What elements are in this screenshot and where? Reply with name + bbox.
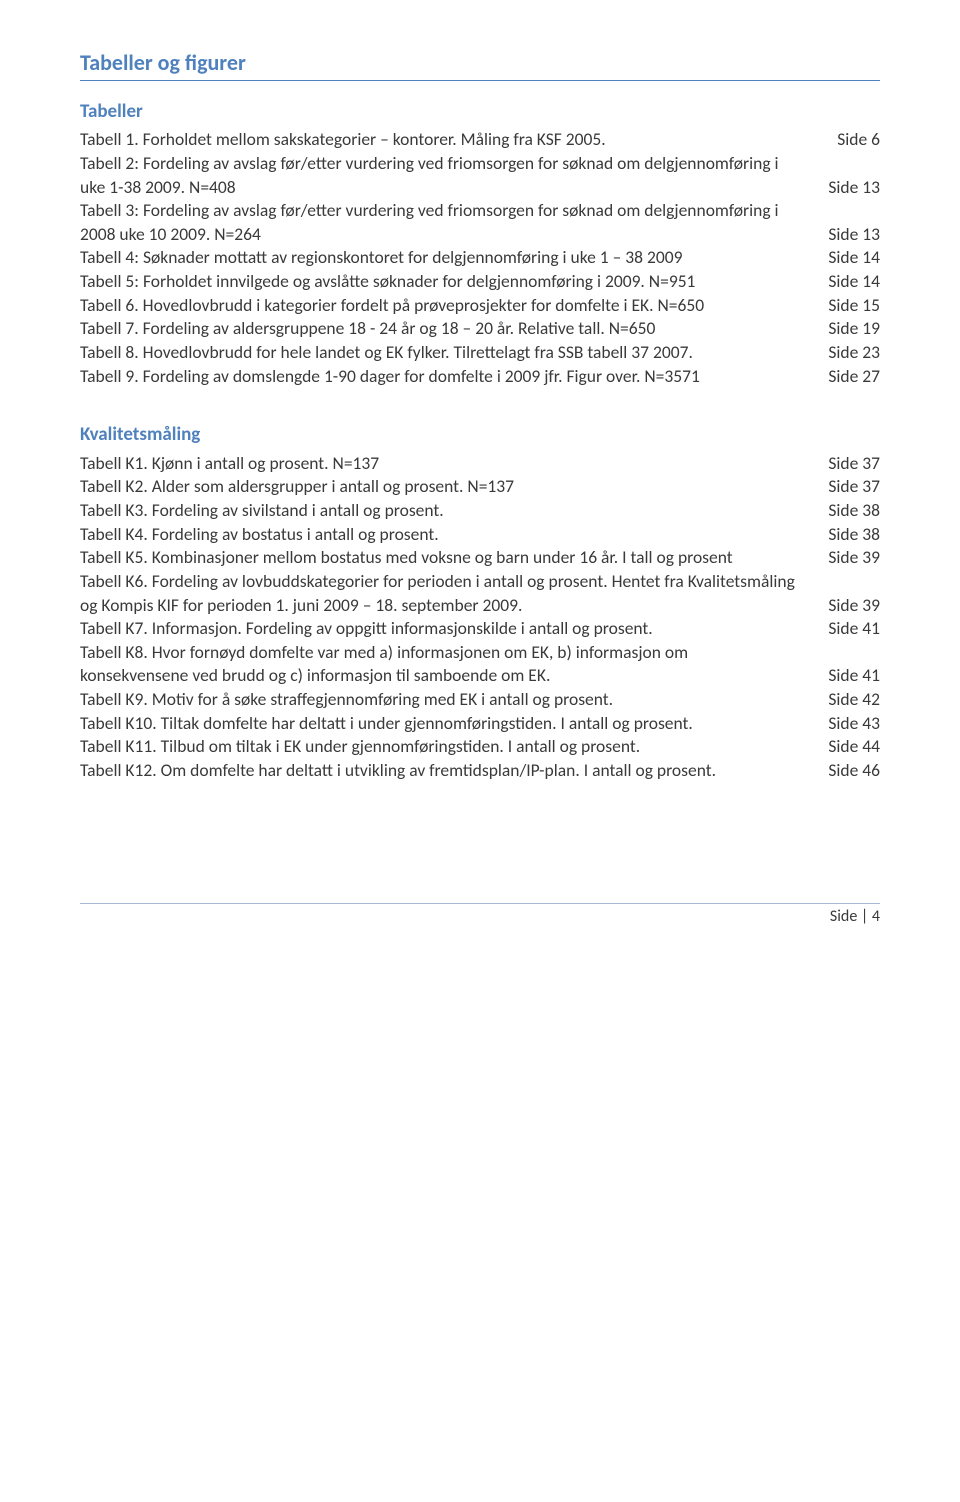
toc-entry: Tabell 1. Forholdet mellom sakskategorie… <box>80 128 880 152</box>
toc-entry: Tabell K9. Motiv for å søke straffegjenn… <box>80 688 880 712</box>
toc-entry: Tabell K4. Fordeling av bostatus i antal… <box>80 523 880 547</box>
toc-entry: Tabell 2: Fordeling av avslag før/etter … <box>80 152 880 199</box>
toc-entry: Tabell K10. Tiltak domfelte har deltatt … <box>80 712 880 736</box>
toc-entry-text: Tabell K12. Om domfelte har deltatt i ut… <box>80 759 828 783</box>
toc-entry-page: Side 38 <box>828 499 880 523</box>
toc-entry: Tabell K12. Om domfelte har deltatt i ut… <box>80 759 880 783</box>
toc-entry: Tabell 6. Hovedlovbrudd i kategorier for… <box>80 294 880 318</box>
toc-entry-text: Tabell K4. Fordeling av bostatus i antal… <box>80 523 828 547</box>
toc-entry-text: Tabell 2: Fordeling av avslag før/etter … <box>80 152 828 199</box>
toc-entry-page: Side 23 <box>828 341 880 365</box>
toc-entry-text: Tabell 7. Fordeling av aldersgruppene 18… <box>80 317 828 341</box>
toc-entry: Tabell 8. Hovedlovbrudd for hele landet … <box>80 341 880 365</box>
toc-entry: Tabell K3. Fordeling av sivilstand i ant… <box>80 499 880 523</box>
toc-entry-page: Side 15 <box>828 294 880 318</box>
toc-entry-page: Side 41 <box>828 664 880 688</box>
toc-entry-text: Tabell 5: Forholdet innvilgede og avslåt… <box>80 270 828 294</box>
toc-entry-page: Side 41 <box>828 617 880 641</box>
toc-entry-text: Tabell K5. Kombinasjoner mellom bostatus… <box>80 546 828 570</box>
toc-entry-page: Side 14 <box>828 270 880 294</box>
toc-entry: Tabell K6. Fordeling av lovbuddskategori… <box>80 570 880 617</box>
toc-entry: Tabell 7. Fordeling av aldersgruppene 18… <box>80 317 880 341</box>
toc-entry: Tabell 5: Forholdet innvilgede og avslåt… <box>80 270 880 294</box>
toc-entry: Tabell 9. Fordeling av domslengde 1-90 d… <box>80 365 880 389</box>
toc-entry-page: Side 14 <box>828 246 880 270</box>
toc-entry: Tabell 4: Søknader mottatt av regionskon… <box>80 246 880 270</box>
toc-entry: Tabell K2. Alder som aldersgrupper i ant… <box>80 475 880 499</box>
toc-entry-page: Side 27 <box>828 365 880 389</box>
toc-entry-text: Tabell K3. Fordeling av sivilstand i ant… <box>80 499 828 523</box>
toc-entry-page: Side 37 <box>828 475 880 499</box>
toc-entry: Tabell K11. Tilbud om tiltak i EK under … <box>80 735 880 759</box>
toc-entry: Tabell K5. Kombinasjoner mellom bostatus… <box>80 546 880 570</box>
toc-entry-page: Side 6 <box>837 128 880 152</box>
toc-entry-page: Side 19 <box>828 317 880 341</box>
toc-entry-text: Tabell K9. Motiv for å søke straffegjenn… <box>80 688 828 712</box>
toc-entry: Tabell K7. Informasjon. Fordeling av opp… <box>80 617 880 641</box>
toc-entry-text: Tabell 4: Søknader mottatt av regionskon… <box>80 246 828 270</box>
toc-list-tabeller: Tabell 1. Forholdet mellom sakskategorie… <box>80 128 880 388</box>
heading-kvalitet: Kvalitetsmåling <box>80 422 880 448</box>
toc-entry-text: Tabell K7. Informasjon. Fordeling av opp… <box>80 617 828 641</box>
toc-entry-page: Side 39 <box>828 546 880 570</box>
toc-entry-page: Side 38 <box>828 523 880 547</box>
toc-entry-page: Side 13 <box>828 176 880 200</box>
toc-entry-text: Tabell 9. Fordeling av domslengde 1-90 d… <box>80 365 828 389</box>
page-footer: Side | 4 <box>80 903 880 928</box>
toc-entry-page: Side 42 <box>828 688 880 712</box>
toc-entry-page: Side 37 <box>828 452 880 476</box>
toc-entry-text: Tabell K11. Tilbud om tiltak i EK under … <box>80 735 828 759</box>
heading-main: Tabeller og figurer <box>80 48 880 81</box>
toc-entry-text: Tabell K1. Kjønn i antall og prosent. N=… <box>80 452 828 476</box>
toc-entry-text: Tabell 3: Fordeling av avslag før/etter … <box>80 199 828 246</box>
toc-entry-text: Tabell 6. Hovedlovbrudd i kategorier for… <box>80 294 828 318</box>
toc-entry-page: Side 44 <box>828 735 880 759</box>
toc-entry-text: Tabell K10. Tiltak domfelte har deltatt … <box>80 712 828 736</box>
toc-entry-page: Side 43 <box>828 712 880 736</box>
toc-entry-text: Tabell 8. Hovedlovbrudd for hele landet … <box>80 341 828 365</box>
toc-entry-text: Tabell K2. Alder som aldersgrupper i ant… <box>80 475 828 499</box>
toc-entry: Tabell K8. Hvor fornøyd domfelte var med… <box>80 641 880 688</box>
toc-entry-text: Tabell K6. Fordeling av lovbuddskategori… <box>80 570 828 617</box>
toc-entry-text: Tabell 1. Forholdet mellom sakskategorie… <box>80 128 837 152</box>
toc-entry-page: Side 46 <box>828 759 880 783</box>
toc-entry-page: Side 13 <box>828 223 880 247</box>
toc-entry-page: Side 39 <box>828 594 880 618</box>
toc-entry: Tabell K1. Kjønn i antall og prosent. N=… <box>80 452 880 476</box>
toc-list-kvalitet: Tabell K1. Kjønn i antall og prosent. N=… <box>80 452 880 783</box>
toc-entry-text: Tabell K8. Hvor fornøyd domfelte var med… <box>80 641 828 688</box>
heading-tabeller: Tabeller <box>80 99 880 125</box>
toc-entry: Tabell 3: Fordeling av avslag før/etter … <box>80 199 880 246</box>
